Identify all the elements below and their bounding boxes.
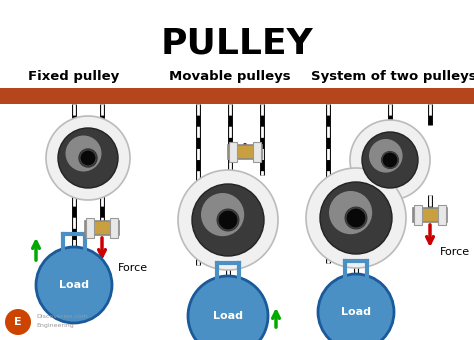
Bar bbox=[229, 142, 237, 162]
Text: Load: Load bbox=[341, 307, 371, 317]
Circle shape bbox=[188, 276, 268, 340]
Text: Load: Load bbox=[59, 280, 89, 290]
Circle shape bbox=[318, 274, 394, 340]
Circle shape bbox=[306, 168, 406, 268]
Circle shape bbox=[369, 139, 402, 173]
Text: E: E bbox=[14, 317, 22, 327]
Circle shape bbox=[350, 120, 430, 200]
Circle shape bbox=[5, 309, 31, 335]
Text: PULLEY: PULLEY bbox=[161, 26, 313, 60]
Circle shape bbox=[58, 128, 118, 188]
Text: Engineering: Engineering bbox=[36, 323, 74, 328]
Circle shape bbox=[192, 184, 264, 256]
Bar bbox=[413, 208, 447, 222]
Circle shape bbox=[201, 193, 244, 236]
Text: Force: Force bbox=[440, 247, 470, 257]
Bar bbox=[110, 218, 118, 238]
Bar bbox=[438, 205, 446, 225]
Text: System of two pulleys: System of two pulleys bbox=[310, 70, 474, 83]
Circle shape bbox=[217, 209, 239, 231]
Bar bbox=[85, 221, 119, 235]
Circle shape bbox=[80, 150, 96, 166]
Circle shape bbox=[218, 210, 238, 230]
Circle shape bbox=[320, 182, 392, 254]
Circle shape bbox=[346, 208, 366, 228]
Text: Movable pulleys: Movable pulleys bbox=[169, 70, 291, 83]
Circle shape bbox=[362, 132, 418, 188]
Circle shape bbox=[65, 136, 101, 171]
Circle shape bbox=[46, 116, 130, 200]
Circle shape bbox=[345, 207, 367, 229]
Bar bbox=[414, 205, 422, 225]
Text: Discoveries.com: Discoveries.com bbox=[36, 313, 88, 319]
Text: Load: Load bbox=[213, 311, 243, 321]
Bar bbox=[0, 88, 474, 104]
Text: Force: Force bbox=[118, 263, 148, 273]
Circle shape bbox=[382, 152, 398, 168]
Circle shape bbox=[329, 191, 372, 234]
Text: Fixed pulley: Fixed pulley bbox=[28, 70, 119, 83]
Circle shape bbox=[79, 149, 97, 167]
Circle shape bbox=[178, 170, 278, 270]
Bar bbox=[228, 145, 262, 159]
Bar bbox=[253, 142, 261, 162]
Circle shape bbox=[36, 247, 112, 323]
Circle shape bbox=[382, 152, 399, 168]
Bar bbox=[86, 218, 94, 238]
